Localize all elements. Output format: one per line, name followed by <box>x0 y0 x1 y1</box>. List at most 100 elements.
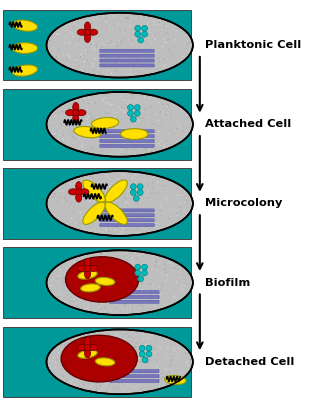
Ellipse shape <box>113 198 115 199</box>
Ellipse shape <box>128 180 130 182</box>
Ellipse shape <box>126 229 127 230</box>
Ellipse shape <box>72 26 74 28</box>
Ellipse shape <box>94 369 96 370</box>
Ellipse shape <box>165 264 166 265</box>
Ellipse shape <box>85 282 86 283</box>
Ellipse shape <box>86 308 87 310</box>
Ellipse shape <box>150 281 152 282</box>
Ellipse shape <box>84 22 91 31</box>
Ellipse shape <box>87 60 88 61</box>
Ellipse shape <box>93 256 95 257</box>
Ellipse shape <box>159 372 160 373</box>
Ellipse shape <box>71 33 73 34</box>
Ellipse shape <box>87 195 89 196</box>
Ellipse shape <box>109 353 110 355</box>
Ellipse shape <box>129 301 131 302</box>
Ellipse shape <box>95 337 96 338</box>
Ellipse shape <box>68 206 69 208</box>
Ellipse shape <box>92 66 93 67</box>
Ellipse shape <box>92 368 94 370</box>
Ellipse shape <box>91 118 119 129</box>
Ellipse shape <box>135 197 136 198</box>
Ellipse shape <box>134 57 135 58</box>
Ellipse shape <box>102 254 104 255</box>
Ellipse shape <box>142 260 144 261</box>
Ellipse shape <box>185 54 186 55</box>
Ellipse shape <box>144 143 146 145</box>
Ellipse shape <box>103 121 105 123</box>
Ellipse shape <box>110 153 111 154</box>
Ellipse shape <box>52 131 53 132</box>
Ellipse shape <box>173 219 174 221</box>
Ellipse shape <box>170 196 171 197</box>
Ellipse shape <box>73 261 75 263</box>
Ellipse shape <box>115 173 117 175</box>
Ellipse shape <box>89 374 91 376</box>
Ellipse shape <box>188 122 190 124</box>
Ellipse shape <box>111 281 112 282</box>
Ellipse shape <box>141 269 142 270</box>
Ellipse shape <box>77 225 78 226</box>
Ellipse shape <box>128 104 129 106</box>
Ellipse shape <box>70 183 71 185</box>
Ellipse shape <box>182 56 184 57</box>
Ellipse shape <box>69 301 71 302</box>
Ellipse shape <box>125 183 126 184</box>
Ellipse shape <box>69 124 71 125</box>
Ellipse shape <box>86 197 88 199</box>
Ellipse shape <box>119 385 120 386</box>
Ellipse shape <box>70 296 72 298</box>
Ellipse shape <box>124 57 125 59</box>
Ellipse shape <box>163 186 165 188</box>
Ellipse shape <box>123 282 124 284</box>
Ellipse shape <box>125 350 126 352</box>
Ellipse shape <box>158 58 159 59</box>
Ellipse shape <box>151 107 153 108</box>
Ellipse shape <box>113 216 114 217</box>
Ellipse shape <box>80 198 81 199</box>
Ellipse shape <box>70 59 72 61</box>
Ellipse shape <box>92 363 93 365</box>
Ellipse shape <box>124 45 126 46</box>
Ellipse shape <box>98 359 99 361</box>
Ellipse shape <box>154 39 156 40</box>
Ellipse shape <box>125 66 126 67</box>
Ellipse shape <box>110 17 111 18</box>
Ellipse shape <box>99 19 101 20</box>
Ellipse shape <box>68 193 70 194</box>
Ellipse shape <box>134 279 136 281</box>
Ellipse shape <box>146 378 148 379</box>
Ellipse shape <box>147 185 148 187</box>
Ellipse shape <box>119 309 121 311</box>
Ellipse shape <box>182 131 184 132</box>
Ellipse shape <box>121 298 122 299</box>
Ellipse shape <box>129 38 130 40</box>
Ellipse shape <box>95 350 97 352</box>
Ellipse shape <box>114 95 116 96</box>
Ellipse shape <box>145 262 146 264</box>
Ellipse shape <box>141 368 143 370</box>
Ellipse shape <box>12 43 37 53</box>
Ellipse shape <box>106 71 108 73</box>
Ellipse shape <box>67 138 68 140</box>
Ellipse shape <box>138 37 144 43</box>
Ellipse shape <box>147 337 149 339</box>
Ellipse shape <box>76 377 77 379</box>
Ellipse shape <box>102 183 103 184</box>
Ellipse shape <box>58 138 59 140</box>
Ellipse shape <box>69 357 71 359</box>
Ellipse shape <box>109 54 110 55</box>
Ellipse shape <box>97 337 99 338</box>
Ellipse shape <box>116 150 118 152</box>
Ellipse shape <box>83 61 85 63</box>
FancyBboxPatch shape <box>100 219 154 222</box>
Ellipse shape <box>123 355 124 357</box>
Ellipse shape <box>129 334 131 335</box>
Ellipse shape <box>138 353 140 355</box>
Ellipse shape <box>111 177 112 179</box>
Ellipse shape <box>141 132 143 133</box>
Ellipse shape <box>75 53 77 55</box>
Ellipse shape <box>173 29 174 30</box>
Ellipse shape <box>154 305 155 307</box>
Ellipse shape <box>80 197 82 199</box>
